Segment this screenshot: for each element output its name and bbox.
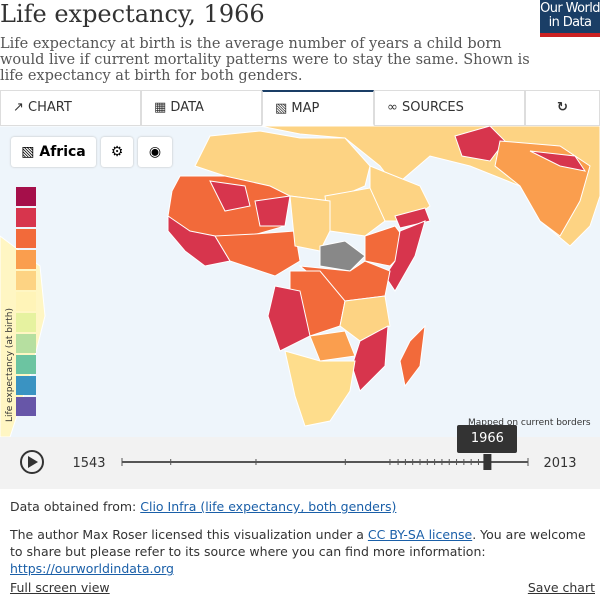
tab[interactable]: ↗︎ CHART — [0, 90, 141, 126]
map-note: Mapped on current borders — [468, 418, 591, 428]
play-button[interactable] — [20, 450, 44, 474]
logo-line: in Data — [548, 15, 592, 30]
tab-label: MAP — [291, 101, 320, 116]
source-link[interactable]: Clio Infra (life expectancy, both gender… — [140, 499, 397, 514]
license-link[interactable]: CC BY-SA license — [367, 527, 473, 542]
region-label: Africa — [39, 144, 86, 160]
region — [167, 215, 231, 267]
subtitle: Life expectancy at birth is the average … — [0, 36, 530, 84]
country — [209, 180, 251, 212]
fullscreen-link[interactable]: Full screen view — [10, 580, 110, 595]
legend-swatch — [16, 187, 36, 206]
tab-label: DATA — [170, 100, 204, 115]
legend — [16, 187, 36, 418]
timeline-marks — [121, 454, 529, 470]
country — [529, 150, 587, 172]
license: The author Max Roser licensed this visua… — [10, 526, 595, 577]
site-link[interactable]: https://ourworldindata.org — [10, 561, 174, 576]
logo[interactable]: Our World in Data — [540, 0, 600, 37]
country — [399, 324, 426, 388]
country — [289, 195, 331, 252]
refresh-tab[interactable]: ↻ — [525, 90, 600, 126]
visibility-button[interactable]: ◉ — [138, 137, 172, 167]
legend-swatch — [16, 313, 36, 332]
country — [267, 285, 311, 352]
legend-swatch — [16, 229, 36, 248]
region-button[interactable]: ▧ Africa — [11, 137, 96, 167]
timeline-start: 1543 — [72, 456, 105, 471]
current-year: 1966 — [457, 425, 518, 453]
tab-label: SOURCES — [401, 100, 464, 115]
region — [0, 126, 600, 247]
region — [214, 230, 301, 277]
logo-line: Our World — [540, 1, 600, 16]
country — [384, 220, 426, 292]
region — [284, 350, 356, 427]
tab[interactable]: ▦ DATA — [141, 90, 262, 126]
play-icon — [28, 456, 38, 468]
license-text: . You are welcome to share but please re… — [10, 527, 590, 559]
timeline-end: 2013 — [543, 456, 576, 471]
settings-button[interactable]: ⚙ — [101, 137, 133, 167]
legend-swatch — [16, 334, 36, 353]
legend-swatch — [16, 250, 36, 269]
tab[interactable]: ▧ MAP — [262, 90, 374, 126]
legend-swatch — [16, 292, 36, 311]
legend-swatch — [16, 208, 36, 227]
tab-label: CHART — [28, 100, 72, 115]
title: Life expectancy, 1966 — [0, 0, 265, 28]
timeline-handle[interactable] — [483, 454, 492, 470]
country — [254, 195, 291, 227]
legend-swatch — [16, 355, 36, 374]
source: Data obtained from: Clio Infra (life exp… — [10, 499, 396, 514]
country — [319, 240, 366, 272]
tab[interactable]: ∞ SOURCES — [374, 90, 525, 126]
map — [0, 126, 600, 437]
save-link[interactable]: Save chart — [527, 580, 595, 595]
legend-swatch — [16, 397, 36, 416]
legend-swatch — [16, 271, 36, 290]
license-text: The author Max Roser licensed this visua… — [10, 527, 368, 542]
legend-swatch — [16, 376, 36, 395]
legend-title: Life expectancy (at birth) — [5, 308, 15, 422]
source-prefix: Data obtained from: — [10, 499, 137, 514]
